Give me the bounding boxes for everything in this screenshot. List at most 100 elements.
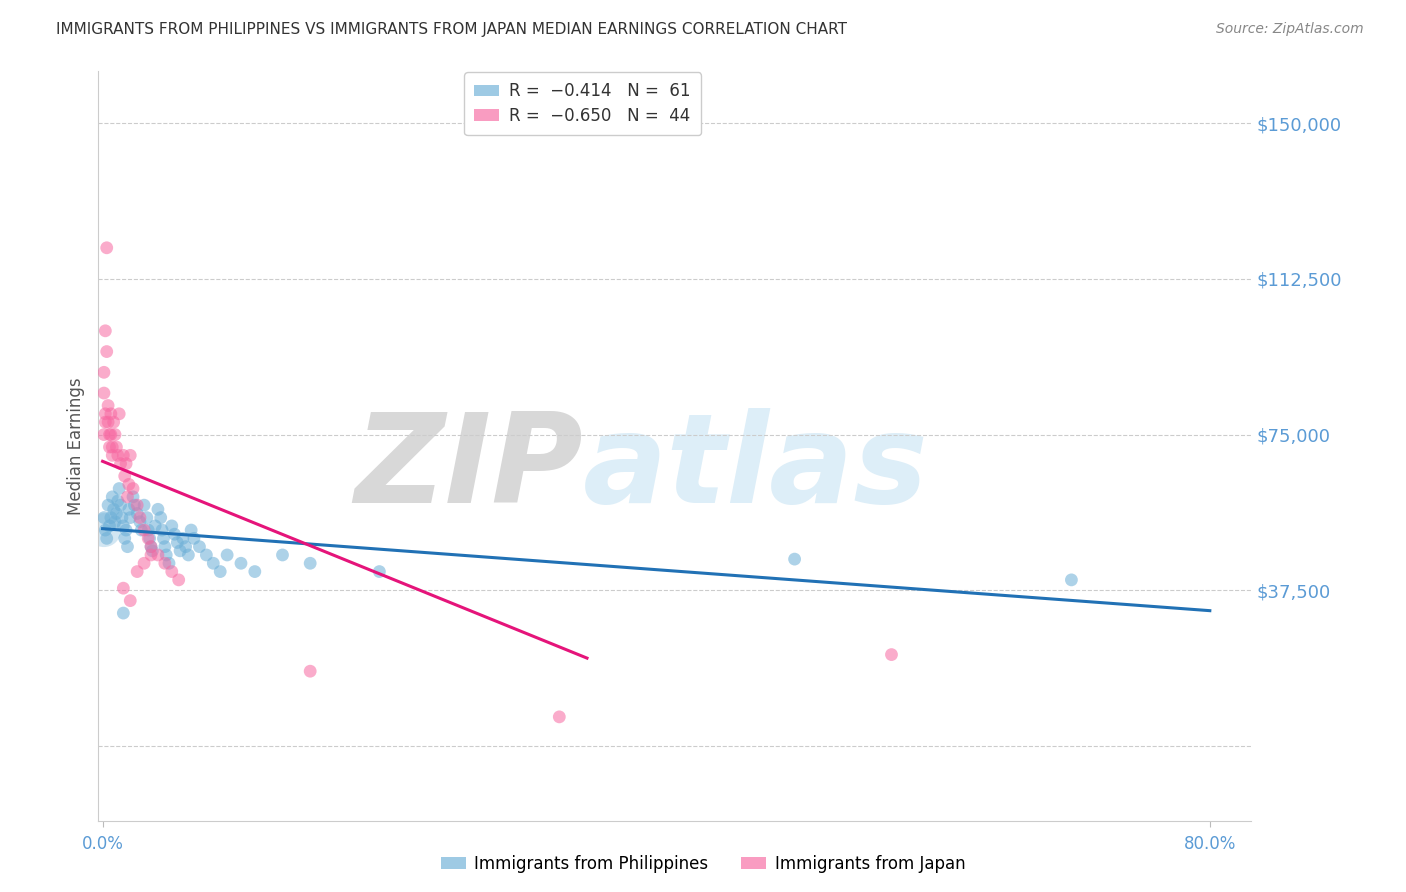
Point <box>112 606 135 620</box>
Point <box>146 502 169 516</box>
Point <box>93 386 115 401</box>
Point <box>129 515 152 529</box>
Point <box>120 593 142 607</box>
Point <box>111 510 134 524</box>
Point <box>100 427 122 442</box>
Point <box>122 482 145 496</box>
Point <box>98 427 121 442</box>
Point <box>114 532 136 546</box>
Point <box>139 548 162 562</box>
Point <box>132 523 155 537</box>
Point <box>112 448 135 462</box>
Point <box>271 548 294 562</box>
Point <box>110 498 132 512</box>
Point <box>157 556 180 570</box>
Point <box>150 523 173 537</box>
Point <box>243 565 266 579</box>
Point <box>96 532 118 546</box>
Point <box>1060 573 1083 587</box>
Point <box>174 540 197 554</box>
Point <box>115 457 138 471</box>
Point <box>180 523 202 537</box>
Point <box>153 540 176 554</box>
Point <box>122 490 145 504</box>
Point <box>127 507 149 521</box>
Point <box>202 556 225 570</box>
Point <box>120 448 142 462</box>
Point <box>136 532 159 546</box>
Point <box>195 548 218 562</box>
Point <box>94 407 117 421</box>
Point <box>94 324 117 338</box>
Point <box>101 440 124 454</box>
Point <box>112 581 135 595</box>
Point <box>98 440 121 454</box>
Point <box>160 519 183 533</box>
Point <box>103 415 125 429</box>
Y-axis label: Median Earnings: Median Earnings <box>66 377 84 515</box>
Point <box>880 648 903 662</box>
Point <box>139 540 162 554</box>
Point <box>167 573 190 587</box>
Point <box>96 241 118 255</box>
Point <box>108 407 131 421</box>
Point <box>112 519 135 533</box>
Point <box>93 365 115 379</box>
Point <box>94 523 117 537</box>
Point <box>229 556 252 570</box>
Point <box>103 502 125 516</box>
Point <box>141 544 163 558</box>
Point <box>136 523 159 537</box>
Point <box>97 399 120 413</box>
Point <box>97 415 120 429</box>
Legend: Immigrants from Philippines, Immigrants from Japan: Immigrants from Philippines, Immigrants … <box>434 848 972 880</box>
Point <box>209 565 232 579</box>
Point <box>146 548 169 562</box>
Point <box>120 510 142 524</box>
Point <box>94 415 117 429</box>
Point <box>127 565 149 579</box>
Point <box>299 556 322 570</box>
Point <box>129 510 152 524</box>
Point <box>98 519 121 533</box>
Point <box>183 532 205 546</box>
Point <box>93 427 115 442</box>
Point <box>177 548 200 562</box>
Point <box>217 548 239 562</box>
Point <box>166 535 188 549</box>
Point <box>118 477 141 491</box>
Point <box>118 502 141 516</box>
Point <box>108 482 131 496</box>
Point <box>368 565 391 579</box>
Point <box>132 498 155 512</box>
Point <box>548 710 571 724</box>
Point <box>299 664 322 678</box>
Point <box>93 523 115 537</box>
Point <box>155 548 177 562</box>
Point <box>135 510 157 524</box>
Point <box>163 527 186 541</box>
Point <box>105 507 128 521</box>
Legend: R =  −0.414   N =  61, R =  −0.650   N =  44: R = −0.414 N = 61, R = −0.650 N = 44 <box>464 72 702 135</box>
Text: atlas: atlas <box>582 408 928 529</box>
Point <box>115 523 138 537</box>
Point <box>132 556 155 570</box>
Point <box>104 427 127 442</box>
Point <box>153 556 176 570</box>
Point <box>169 544 191 558</box>
Point <box>152 532 174 546</box>
Point <box>188 540 211 554</box>
Point <box>101 490 124 504</box>
Point <box>100 510 122 524</box>
Text: IMMIGRANTS FROM PHILIPPINES VS IMMIGRANTS FROM JAPAN MEDIAN EARNINGS CORRELATION: IMMIGRANTS FROM PHILIPPINES VS IMMIGRANT… <box>56 22 848 37</box>
Point <box>114 469 136 483</box>
Point <box>100 407 122 421</box>
Point <box>107 494 129 508</box>
Point <box>160 565 183 579</box>
Point <box>172 532 194 546</box>
Point <box>131 523 153 537</box>
Point <box>105 440 128 454</box>
Point <box>127 498 149 512</box>
Point <box>104 515 127 529</box>
Point <box>93 510 115 524</box>
